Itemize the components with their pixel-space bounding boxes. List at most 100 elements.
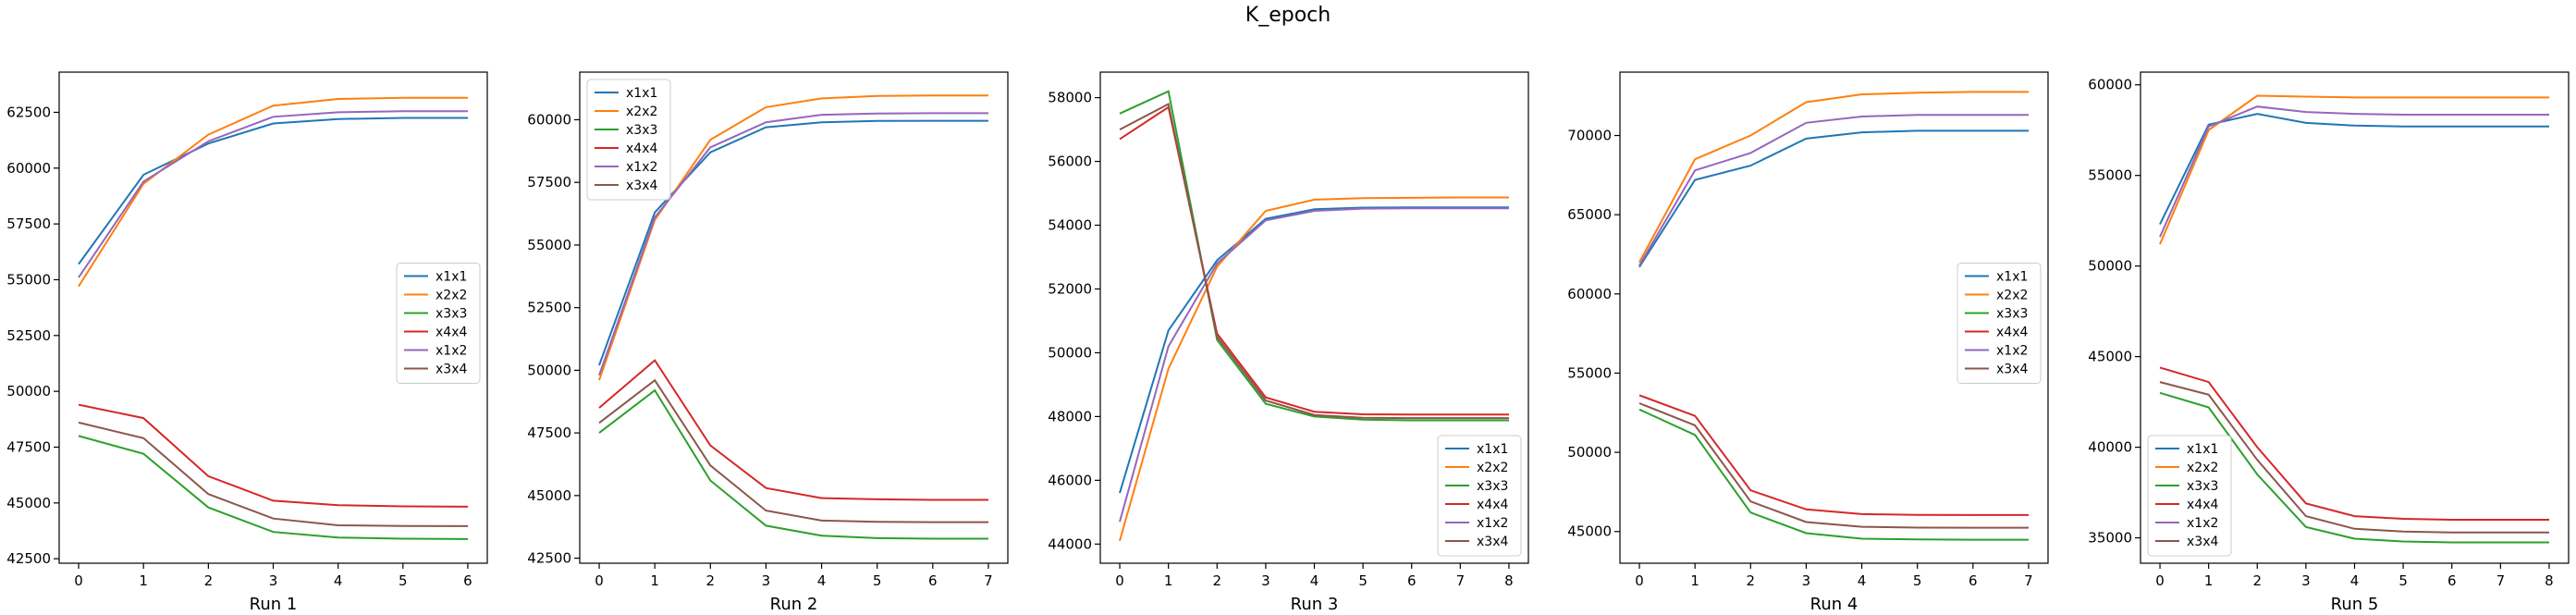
x-tick-label: 5 xyxy=(2398,572,2408,589)
y-tick-label: 45000 xyxy=(527,487,571,504)
y-tick-label: 58000 xyxy=(1048,90,1092,106)
series-line-x4x4 xyxy=(1638,394,2029,516)
x-tick-label: 4 xyxy=(2350,572,2360,589)
y-tick-label: 45000 xyxy=(6,495,51,511)
series-line-x3x3 xyxy=(1119,90,1509,422)
legend-label-x3x3: x3x3 xyxy=(626,123,657,138)
y-tick-label: 52500 xyxy=(6,327,51,344)
x-tick-label: 4 xyxy=(1310,572,1319,589)
x-tick-label: 3 xyxy=(269,572,278,589)
legend: x1x1 x2x2 x3x3 x4x4 x1x2 x3x4 xyxy=(1437,435,1522,557)
series-line-x3x3 xyxy=(1638,408,2029,541)
legend-label-x3x4: x3x4 xyxy=(626,178,657,193)
axes-frame xyxy=(579,71,1009,564)
x-tick-label: 0 xyxy=(1115,572,1124,589)
y-tick-label: 55000 xyxy=(2088,167,2132,184)
x-axis-label: Run 1 xyxy=(250,595,298,614)
y-tick-label: 55000 xyxy=(1567,364,1612,381)
x-tick-label: 2 xyxy=(706,572,716,589)
legend-label-x4x4: x4x4 xyxy=(626,141,657,156)
legend-label-x2x2: x2x2 xyxy=(626,105,657,119)
y-tick-label: 60000 xyxy=(2088,77,2132,93)
y-tick-label: 50000 xyxy=(6,383,51,400)
x-axis-label: Run 5 xyxy=(2331,595,2379,614)
series-line-x2x2 xyxy=(2159,94,2549,245)
legend-label-x1x2: x1x2 xyxy=(1996,344,2028,359)
x-tick-label: 0 xyxy=(2155,572,2165,589)
y-tick-label: 47500 xyxy=(6,438,51,455)
legend: x1x1 x2x2 x3x3 x4x4 x1x2 x3x4 xyxy=(396,263,481,384)
chart-panel-2: 0 1 2 3 4 5 6 7 42500 45000 47500 50000 52500 55000 57… xyxy=(527,71,1009,614)
series-line-x3x3 xyxy=(2159,391,2549,544)
legend-box xyxy=(396,263,481,384)
y-tick-label: 50000 xyxy=(2088,258,2132,275)
series-line-x3x3 xyxy=(598,388,988,540)
legend-label-x4x4: x4x4 xyxy=(435,326,467,340)
series-line-x3x4 xyxy=(2159,381,2549,534)
x-tick-label: 3 xyxy=(2301,572,2311,589)
legend-label-x1x1: x1x1 xyxy=(1477,442,1508,457)
legend-box xyxy=(1957,263,2042,384)
series-line-x1x1 xyxy=(598,119,988,366)
x-tick-label: 4 xyxy=(334,572,343,589)
x-tick-label: 1 xyxy=(139,572,148,589)
x-tick-label: 0 xyxy=(595,572,604,589)
x-tick-label: 5 xyxy=(399,572,408,589)
y-tick-label: 50000 xyxy=(1048,344,1092,361)
x-tick-label: 4 xyxy=(1858,572,1867,589)
x-axis-label: Run 4 xyxy=(1810,595,1858,614)
x-tick-label: 2 xyxy=(204,572,214,589)
chart-panel-4: 0 1 2 3 4 5 6 7 45000 50000 55000 60000 65000 70000 Ru… xyxy=(1567,71,2049,614)
y-tick-label: 45000 xyxy=(2088,349,2132,365)
legend-label-x2x2: x2x2 xyxy=(435,289,467,303)
series-line-x4x4 xyxy=(78,403,469,508)
x-tick-label: 7 xyxy=(1456,572,1466,589)
legend-label-x1x2: x1x2 xyxy=(626,160,657,175)
legend-label-x1x1: x1x1 xyxy=(626,86,657,101)
x-tick-label: 3 xyxy=(762,572,771,589)
legend-label-x3x4: x3x4 xyxy=(435,363,467,377)
legend-label-x3x4: x3x4 xyxy=(2187,535,2218,549)
y-tick-label: 50000 xyxy=(1567,444,1612,461)
legend-label-x3x3: x3x3 xyxy=(2187,479,2218,494)
y-tick-label: 35000 xyxy=(2088,530,2132,547)
x-axis-label: Run 2 xyxy=(770,595,818,614)
x-tick-label: 0 xyxy=(74,572,83,589)
legend: x1x1 x2x2 x3x3 x4x4 x1x2 x3x4 xyxy=(2147,435,2232,557)
legend-label-x1x1: x1x1 xyxy=(1996,270,2028,285)
series-line-x3x4 xyxy=(1638,402,2029,529)
legend-box xyxy=(2147,435,2232,557)
legend: x1x1 x2x2 x3x3 x4x4 x1x2 x3x4 xyxy=(1957,263,2042,384)
y-tick-label: 50000 xyxy=(527,362,571,378)
x-tick-label: 1 xyxy=(1690,572,1699,589)
series-line-x2x2 xyxy=(78,96,468,288)
legend-label-x4x4: x4x4 xyxy=(2187,498,2218,512)
y-tick-label: 42500 xyxy=(527,550,571,567)
legend-label-x4x4: x4x4 xyxy=(1477,498,1508,512)
x-tick-label: 1 xyxy=(650,572,659,589)
series-line-x1x2 xyxy=(78,110,468,278)
x-tick-label: 7 xyxy=(2024,572,2033,589)
x-tick-label: 5 xyxy=(1913,572,1922,589)
x-tick-label: 2 xyxy=(2252,572,2262,589)
x-tick-label: 7 xyxy=(2496,572,2506,589)
y-tick-label: 54000 xyxy=(1048,217,1092,234)
legend-box xyxy=(586,79,671,201)
y-tick-label: 52000 xyxy=(1048,280,1092,297)
series-line-x1x2 xyxy=(1119,207,1509,523)
series-line-x1x2 xyxy=(2159,105,2549,238)
y-tick-label: 57500 xyxy=(527,174,571,191)
x-tick-label: 8 xyxy=(1504,572,1514,589)
x-tick-label: 6 xyxy=(2447,572,2457,589)
series-line-x3x4 xyxy=(598,378,988,523)
legend-label-x2x2: x2x2 xyxy=(1477,461,1508,475)
y-tick-label: 45000 xyxy=(1567,523,1612,540)
x-tick-label: 6 xyxy=(463,572,472,589)
x-tick-label: 1 xyxy=(2204,572,2214,589)
x-tick-label: 5 xyxy=(1358,572,1368,589)
y-tick-label: 57500 xyxy=(6,215,51,232)
figure-title: K_epoch xyxy=(1245,4,1331,27)
series-line-x1x1 xyxy=(1638,129,2029,268)
series-line-x1x2 xyxy=(1638,114,2029,266)
